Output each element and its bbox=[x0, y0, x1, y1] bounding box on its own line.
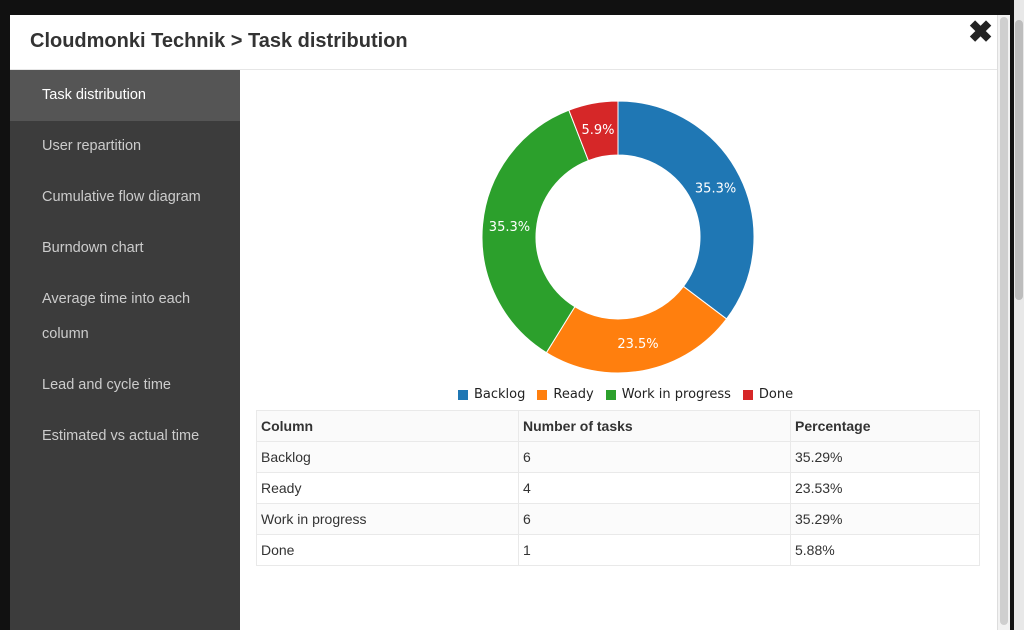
task-distribution-modal: Cloudmonki Technik > Task distribution ✖… bbox=[10, 15, 1010, 630]
main-content: 35.3% 23.5% 35.3% 5.9% Backlog Ready Work i… bbox=[240, 70, 997, 630]
task-distribution-table: Column Number of tasks Percentage Backlo… bbox=[256, 410, 980, 566]
legend-item-backlog[interactable]: Backlog bbox=[458, 387, 525, 402]
table-row: Done 1 5.88% bbox=[256, 534, 980, 566]
table-cell: Backlog bbox=[256, 441, 519, 473]
sidebar-item-cumulative-flow-diagram[interactable]: Cumulative flow diagram bbox=[42, 189, 201, 205]
table-cell: Done bbox=[256, 534, 519, 566]
table-cell: 1 bbox=[518, 534, 791, 566]
donut-label-work-in-progress: 35.3% bbox=[489, 220, 530, 235]
donut-label-done: 5.9% bbox=[581, 123, 614, 138]
legend-item-done[interactable]: Done bbox=[742, 387, 794, 402]
legend-label-done: Done bbox=[758, 387, 794, 402]
table-cell: 6 bbox=[518, 441, 791, 473]
donut-label-ready: 23.5% bbox=[617, 337, 658, 352]
legend-item-work-in-progress[interactable]: Work in progress bbox=[605, 387, 731, 402]
legend-swatch-backlog bbox=[458, 389, 468, 400]
table-cell: Ready bbox=[256, 472, 519, 504]
donut-label-backlog: 35.3% bbox=[695, 181, 736, 196]
table-cell: 23.53% bbox=[790, 472, 980, 504]
donut-slice-done[interactable] bbox=[568, 100, 619, 162]
table-row: Ready 4 23.53% bbox=[256, 472, 980, 504]
donut-slice-ready[interactable] bbox=[545, 285, 728, 374]
table-header-percentage: Percentage bbox=[790, 410, 980, 442]
chart-legend: Backlog Ready Work in progress Done bbox=[458, 387, 793, 402]
donut-slice-backlog[interactable] bbox=[617, 100, 755, 320]
legend-swatch-ready bbox=[537, 389, 548, 400]
legend-swatch-done bbox=[742, 389, 753, 400]
page-scrollbar-thumb[interactable] bbox=[1015, 20, 1023, 300]
donut-slice-work-in-progress[interactable] bbox=[481, 109, 590, 354]
sidebar-item-user-repartition[interactable]: User repartition bbox=[42, 138, 142, 154]
donut-chart-svg: 35.3% 23.5% 35.3% 5.9% bbox=[481, 100, 755, 374]
table-header-row: Column Number of tasks Percentage bbox=[256, 410, 980, 442]
table-header-number-of-tasks: Number of tasks bbox=[518, 410, 791, 442]
legend-label-work-in-progress: Work in progress bbox=[621, 387, 731, 402]
modal-scrollbar-thumb[interactable] bbox=[1000, 17, 1008, 625]
table-header-column: Column bbox=[256, 410, 519, 442]
modal-title: Cloudmonki Technik > Task distribution bbox=[30, 30, 408, 52]
table-cell: 35.29% bbox=[790, 503, 980, 535]
table-cell: 4 bbox=[518, 472, 791, 504]
analytics-sidebar: Task distribution User repartition Cumul… bbox=[10, 70, 240, 630]
table-cell: 6 bbox=[518, 503, 791, 535]
donut-chart: 35.3% 23.5% 35.3% 5.9% Backlog Ready Work i… bbox=[240, 70, 997, 410]
close-icon[interactable]: ✖ bbox=[968, 16, 994, 49]
table-cell: Work in progress bbox=[256, 503, 519, 535]
legend-label-backlog: Backlog bbox=[474, 387, 526, 402]
sidebar-item-estimated-vs-actual[interactable]: Estimated vs actual time bbox=[42, 428, 200, 444]
page-scrollbar[interactable] bbox=[1014, 0, 1024, 630]
modal-scrollbar[interactable] bbox=[997, 15, 1010, 630]
table-cell: 35.29% bbox=[790, 441, 980, 473]
sidebar-item-average-time-column[interactable]: Average time into each column bbox=[42, 291, 191, 342]
legend-item-ready[interactable]: Ready bbox=[537, 387, 594, 402]
table-row: Work in progress 6 35.29% bbox=[256, 503, 980, 535]
modal-header: Cloudmonki Technik > Task distribution ✖ bbox=[10, 15, 1010, 70]
table-cell: 5.88% bbox=[790, 534, 980, 566]
sidebar-item-burndown-chart[interactable]: Burndown chart bbox=[42, 240, 144, 256]
sidebar-item-task-distribution[interactable]: Task distribution bbox=[10, 70, 240, 121]
table-row: Backlog 6 35.29% bbox=[256, 441, 980, 473]
legend-swatch-work-in-progress bbox=[605, 389, 616, 400]
sidebar-item-lead-cycle-time[interactable]: Lead and cycle time bbox=[42, 377, 171, 393]
legend-label-ready: Ready bbox=[553, 387, 594, 402]
